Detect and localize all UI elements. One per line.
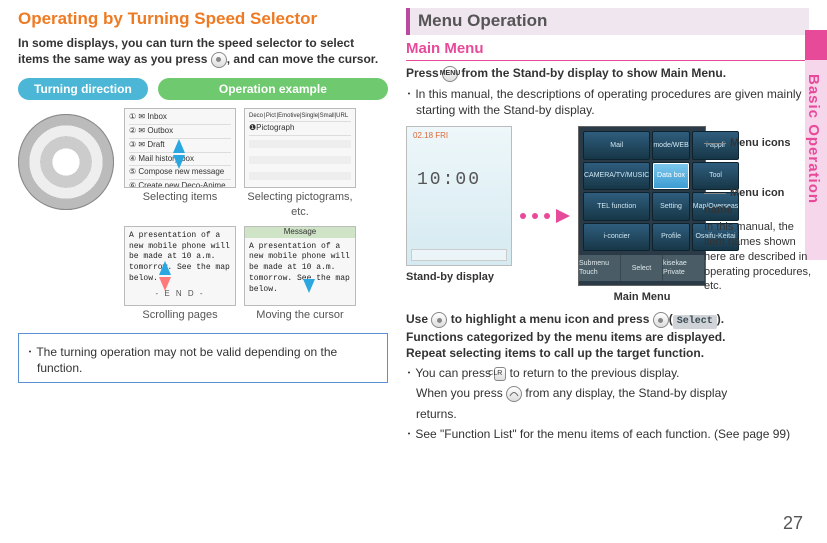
blue-down-arrow-icon xyxy=(303,279,315,293)
nav-key-icon xyxy=(211,52,227,68)
pill-row: Turning direction Operation example xyxy=(18,78,388,100)
clr-key-icon: CLR xyxy=(494,367,506,381)
red-down-arrow-icon xyxy=(159,277,171,291)
cap-scroll: Scrolling pages xyxy=(124,308,236,323)
use-line2: Functions categorized by the menu items … xyxy=(406,329,809,345)
cap-mainmenu: Main Menu xyxy=(578,290,706,305)
pill-turning: Turning direction xyxy=(18,78,148,100)
center-key-icon xyxy=(653,312,669,328)
thumb-scroll: A presentation of a new mobile phone wil… xyxy=(124,226,236,306)
bullet-clr: ･ You can press CLR to return to the pre… xyxy=(406,365,809,422)
end-key-icon xyxy=(506,386,522,402)
thumb-cursor: Message A presentation of a new mobile p… xyxy=(244,226,356,306)
note-box: ･ The turning operation may not be valid… xyxy=(18,333,388,383)
thumb-picto: Deco | Pict |Emotive|Single|Small|URL ❶P… xyxy=(244,108,356,188)
blue-up-arrow-icon xyxy=(173,139,185,153)
cap-standby: Stand-by display xyxy=(406,270,512,285)
mainmenu-screenshot: Mail mode/WEB i-appli CAMERA/TV/MUSIC Da… xyxy=(578,126,706,286)
cap-select: Selecting items xyxy=(124,190,236,205)
bullet-manual: ･ In this manual, the descriptions of op… xyxy=(406,86,809,118)
left-heading: Operating by Turning Speed Selector xyxy=(18,8,388,31)
section-heading: Menu Operation xyxy=(406,8,809,35)
selector-wheel xyxy=(18,114,114,210)
press-line: Press MENU from the Stand-by display to … xyxy=(406,65,809,82)
menu-key-icon: MENU xyxy=(442,66,458,82)
arrow-dots-icon xyxy=(520,209,570,223)
left-intro: In some displays, you can turn the speed… xyxy=(18,35,388,68)
pill-operation: Operation example xyxy=(158,78,388,100)
use-line3: Repeat selecting items to call up the ta… xyxy=(406,345,809,361)
blue-down-arrow-icon xyxy=(173,155,185,169)
bullet-funclist: ･ See "Function List" for the menu items… xyxy=(406,426,809,442)
sub-heading: Main Menu xyxy=(406,39,809,61)
note-text: The turning operation may not be valid d… xyxy=(36,345,337,375)
annot-menu-icons: Menu icons xyxy=(704,134,804,151)
thumb-inbox: ① ✉ Inbox ② ✉ Outbox ③ ✉ Draft ④ Mail hi… xyxy=(124,108,236,188)
example-grid: ① ✉ Inbox ② ✉ Outbox ③ ✉ Draft ④ Mail hi… xyxy=(124,108,356,323)
standby-screenshot: 02.18 FRI 10:00 xyxy=(406,126,512,266)
blue-up-arrow-icon xyxy=(159,261,171,275)
intro-b: , and can move the cursor. xyxy=(227,52,378,66)
nav-key-icon xyxy=(431,312,447,328)
select-badge: Select xyxy=(673,315,717,329)
cap-picto: Selecting pictograms, etc. xyxy=(244,190,356,220)
annot-menu-icon-name: Menu icon name In this manual, the item … xyxy=(704,184,814,294)
page-number: 27 xyxy=(783,511,803,535)
figure-row: 02.18 FRI 10:00 Stand-by display Mail mo… xyxy=(406,126,809,305)
cap-move: Moving the cursor xyxy=(244,308,356,323)
use-line: Use to highlight a menu icon and press (… xyxy=(406,311,809,329)
